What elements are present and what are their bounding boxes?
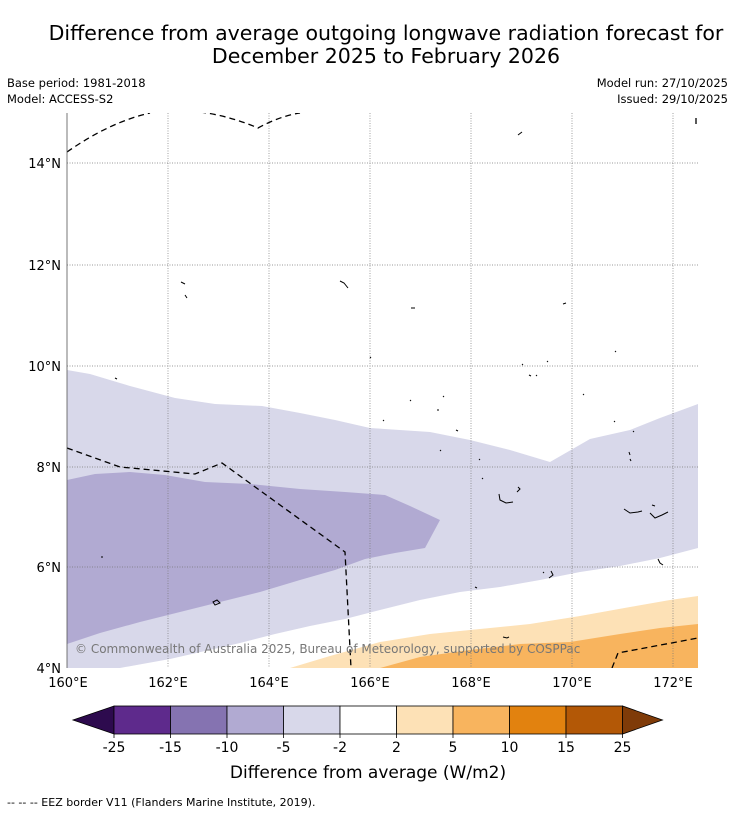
colorbar-tick-label: 25 bbox=[614, 740, 632, 756]
lat-label: 6°N bbox=[37, 561, 62, 576]
lat-label: 14°N bbox=[28, 157, 61, 172]
colorbar-tick-label: -10 bbox=[216, 740, 239, 756]
colorbar-bin bbox=[565, 705, 623, 735]
lon-label: 166°E bbox=[350, 676, 390, 691]
colorbar-tick-label: -2 bbox=[333, 740, 347, 756]
issued-date: Issued: 29/10/2025 bbox=[617, 92, 728, 106]
colorbar-bin bbox=[283, 705, 341, 735]
colorbar-bin bbox=[170, 705, 228, 735]
map-gridlines bbox=[67, 113, 698, 668]
map-title: Difference from average outgoing longwav… bbox=[0, 22, 736, 68]
eez-borders bbox=[67, 113, 698, 668]
lat-label: 8°N bbox=[37, 461, 62, 476]
base-period: Base period: 1981-2018 bbox=[7, 76, 146, 90]
colorbar-bin bbox=[509, 705, 567, 735]
latitude-labels: 14°N 12°N 10°N 8°N 6°N 4°N bbox=[28, 157, 61, 677]
copyright-notice: © Commonwealth of Australia 2025, Bureau… bbox=[75, 642, 580, 656]
colorbar-bin bbox=[226, 705, 284, 735]
lon-label: 170°E bbox=[552, 676, 592, 691]
colorbar-under-arrow bbox=[71, 705, 115, 735]
colorbar-tick-label: 10 bbox=[501, 740, 519, 756]
eez-legend-note: -- -- -- EEZ border V11 (Flanders Marine… bbox=[7, 796, 316, 809]
lon-label: 160°E bbox=[48, 676, 88, 691]
anomaly-region-neg5-to-neg10 bbox=[67, 472, 440, 644]
colorbar: -25 -15 -10 -5 -2 2 5 10 15 25 bbox=[71, 705, 664, 756]
lat-label: 10°N bbox=[28, 360, 61, 375]
lon-label: 162°E bbox=[148, 676, 188, 691]
title-line-2: December 2025 to February 2026 bbox=[211, 44, 561, 68]
anomaly-region-pos5-to-pos10 bbox=[380, 624, 698, 668]
colorbar-tick-label: 2 bbox=[392, 740, 401, 756]
lon-label: 164°E bbox=[249, 676, 289, 691]
lon-label: 172°E bbox=[653, 676, 693, 691]
title-line-1: Difference from average outgoing longwav… bbox=[48, 21, 724, 45]
lat-label: 4°N bbox=[37, 662, 62, 677]
longitude-labels: 160°E 162°E 164°E 166°E 168°E 170°E 172°… bbox=[48, 676, 693, 691]
colorbar-bin bbox=[113, 705, 171, 735]
colorbar-tick-label: -5 bbox=[277, 740, 291, 756]
meta-right: Model run: 27/10/2025 Issued: 29/10/2025 bbox=[597, 75, 728, 107]
islands bbox=[101, 131, 669, 639]
map-area: © Commonwealth of Australia 2025, Bureau… bbox=[67, 113, 698, 668]
colorbar-bin bbox=[452, 705, 510, 735]
colorbar-bin bbox=[396, 705, 454, 735]
lon-label: 168°E bbox=[451, 676, 491, 691]
meta-left: Base period: 1981-2018 Model: ACCESS-S2 bbox=[7, 75, 146, 107]
colorbar-over-arrow bbox=[622, 705, 664, 735]
lat-label: 12°N bbox=[28, 259, 61, 274]
model-name: Model: ACCESS-S2 bbox=[7, 92, 114, 106]
colorbar-tick-label: 5 bbox=[449, 740, 458, 756]
colorbar-tick-label: -15 bbox=[159, 740, 182, 756]
colorbar-label: Difference from average (W/m2) bbox=[230, 763, 506, 783]
colorbar-tick-label: -25 bbox=[103, 740, 126, 756]
colorbar-bin bbox=[339, 705, 397, 735]
colorbar-tick-label: 15 bbox=[557, 740, 575, 756]
model-run: Model run: 27/10/2025 bbox=[596, 76, 728, 90]
